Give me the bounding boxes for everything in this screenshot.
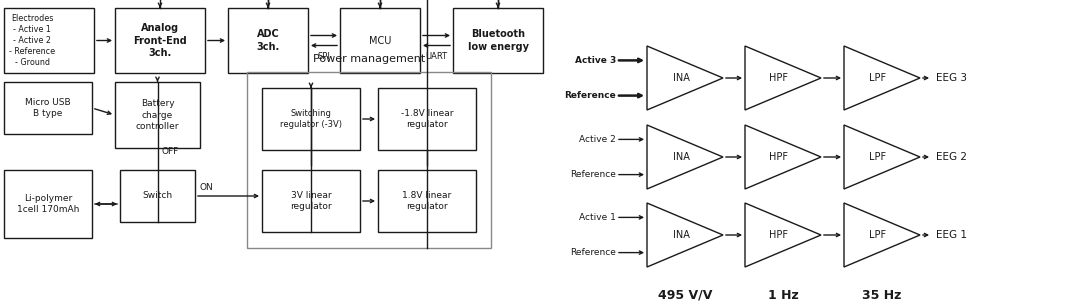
Polygon shape bbox=[844, 203, 920, 267]
Polygon shape bbox=[745, 46, 821, 110]
Text: INA: INA bbox=[673, 230, 690, 240]
Polygon shape bbox=[647, 203, 723, 267]
Text: EEG 2: EEG 2 bbox=[936, 152, 967, 162]
Text: Switching
regulator (-3V): Switching regulator (-3V) bbox=[280, 109, 342, 129]
Text: ON: ON bbox=[199, 184, 213, 192]
Polygon shape bbox=[844, 46, 920, 110]
Bar bbox=[378, 88, 476, 150]
Bar bbox=[340, 8, 420, 73]
Text: EEG 3: EEG 3 bbox=[936, 73, 967, 83]
Bar bbox=[378, 170, 476, 232]
Text: -1.8V linear
regulator: -1.8V linear regulator bbox=[400, 109, 453, 129]
Text: OFF: OFF bbox=[161, 147, 178, 156]
Text: 3V linear
regulator: 3V linear regulator bbox=[290, 191, 332, 211]
Text: HPF: HPF bbox=[770, 230, 788, 240]
Text: LPF: LPF bbox=[869, 152, 886, 162]
Text: Active 3: Active 3 bbox=[575, 56, 616, 65]
Text: Electrodes
- Active 1
- Active 2
- Reference
- Ground: Electrodes - Active 1 - Active 2 - Refer… bbox=[9, 14, 56, 67]
Polygon shape bbox=[745, 125, 821, 189]
Bar bbox=[262, 88, 360, 150]
Text: Reference: Reference bbox=[570, 248, 616, 257]
Text: Micro USB
B type: Micro USB B type bbox=[26, 98, 70, 118]
Text: 1.8V linear
regulator: 1.8V linear regulator bbox=[403, 191, 452, 211]
Text: Active 1: Active 1 bbox=[579, 213, 616, 222]
Bar bbox=[4, 170, 92, 238]
Text: ADC
3ch.: ADC 3ch. bbox=[256, 29, 280, 52]
Text: HPF: HPF bbox=[770, 152, 788, 162]
Bar bbox=[115, 82, 200, 148]
Bar bbox=[227, 8, 308, 73]
Text: Analog
Front-End
3ch.: Analog Front-End 3ch. bbox=[134, 23, 187, 58]
Text: HPF: HPF bbox=[770, 73, 788, 83]
Text: Bluetooth
low energy: Bluetooth low energy bbox=[468, 29, 529, 52]
Bar bbox=[115, 8, 205, 73]
Text: Power management: Power management bbox=[313, 54, 425, 64]
Text: Reference: Reference bbox=[570, 170, 616, 179]
Polygon shape bbox=[647, 125, 723, 189]
Text: Li-polymer
1cell 170mAh: Li-polymer 1cell 170mAh bbox=[17, 194, 79, 214]
Bar bbox=[247, 72, 491, 248]
Text: Battery
charge
controller: Battery charge controller bbox=[136, 99, 179, 131]
Text: MCU: MCU bbox=[368, 35, 391, 46]
Polygon shape bbox=[647, 46, 723, 110]
Text: 35 Hz: 35 Hz bbox=[862, 289, 901, 302]
Text: INA: INA bbox=[673, 152, 690, 162]
Text: 1 Hz: 1 Hz bbox=[768, 289, 799, 302]
Text: SPI: SPI bbox=[317, 52, 330, 61]
Bar bbox=[4, 82, 92, 134]
Text: Reference: Reference bbox=[564, 91, 616, 100]
Bar bbox=[120, 170, 195, 222]
Text: UART: UART bbox=[425, 52, 447, 61]
Text: Active 2: Active 2 bbox=[579, 135, 616, 144]
Text: Switch: Switch bbox=[142, 192, 173, 200]
Text: 495 V/V: 495 V/V bbox=[658, 289, 712, 302]
Polygon shape bbox=[844, 125, 920, 189]
Polygon shape bbox=[745, 203, 821, 267]
Bar bbox=[262, 170, 360, 232]
Bar bbox=[4, 8, 94, 73]
Bar bbox=[453, 8, 543, 73]
Text: LPF: LPF bbox=[869, 73, 886, 83]
Text: INA: INA bbox=[673, 73, 690, 83]
Text: EEG 1: EEG 1 bbox=[936, 230, 967, 240]
Text: LPF: LPF bbox=[869, 230, 886, 240]
